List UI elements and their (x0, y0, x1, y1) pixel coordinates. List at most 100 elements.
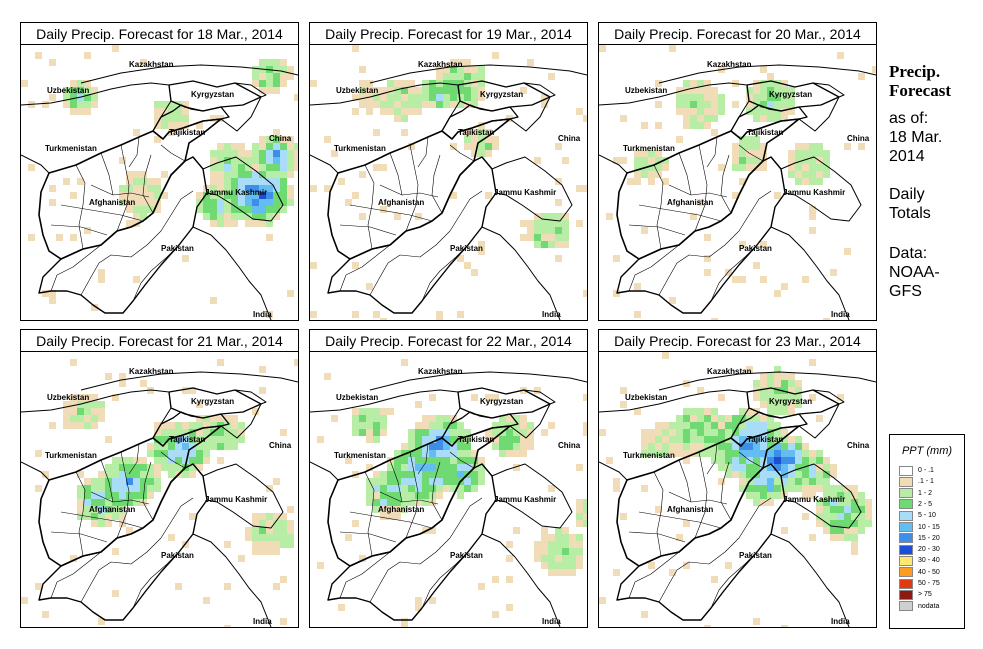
legend-swatch (899, 555, 913, 566)
map-label-china: China (847, 441, 870, 450)
precip-map: Kazakhstan Uzbekistan Kyrgyzstan Tajikistan… (310, 45, 587, 320)
map-label-china: China (269, 134, 292, 143)
sidebar-line: Totals (889, 205, 931, 222)
map-label-turkmenistan: Turkmenistan (334, 451, 386, 460)
legend-swatch (899, 544, 913, 555)
map-label-china: China (558, 134, 581, 143)
borders (599, 64, 876, 320)
legend-label: 30 - 40 (918, 557, 940, 565)
borders (21, 64, 298, 320)
panel-title: Daily Precip. Forecast for 22 Mar., 2014 (310, 330, 587, 352)
legend-label: 40 - 50 (918, 568, 940, 576)
panel-title: Daily Precip. Forecast for 19 Mar., 2014 (310, 23, 587, 45)
map-label-afghanistan: Afghanistan (378, 505, 424, 514)
sidebar-line: 2014 (889, 148, 925, 165)
map-label-afghanistan: Afghanistan (667, 505, 713, 514)
map-label-jammu-kashmir: Jammu Kashmir (494, 188, 556, 197)
legend-swatch (899, 488, 913, 499)
precip-map: Kazakhstan Uzbekistan Kyrgyzstan Tajikistan… (21, 359, 298, 627)
map-label-turkmenistan: Turkmenistan (45, 451, 97, 460)
legend-swatch (899, 465, 913, 476)
map-label-tajikistan: Tajikistan (169, 128, 205, 137)
map-label-india: India (542, 617, 561, 626)
legend-label: 50 - 75 (918, 580, 940, 587)
precip-map: Kazakhstan Uzbekistan Kyrgyzstan Tajikistan… (21, 45, 298, 320)
map-label-afghanistan: Afghanistan (378, 198, 424, 207)
sidebar-title-line: Forecast (889, 81, 951, 100)
map-label-tajikistan: Tajikistan (458, 128, 494, 137)
panel-title: Daily Precip. Forecast for 23 Mar., 2014 (599, 330, 876, 352)
legend-swatch (899, 476, 913, 487)
forecast-panel-18-mar: Daily Precip. Forecast for 18 Mar., 2014… (20, 22, 299, 321)
map-label-tajikistan: Tajikistan (747, 128, 783, 137)
map-label-uzbekistan: Uzbekistan (336, 393, 378, 402)
map-label-uzbekistan: Uzbekistan (625, 86, 667, 95)
legend-row: 1 - 2 (899, 488, 932, 499)
legend-swatch (899, 601, 913, 612)
map-label-turkmenistan: Turkmenistan (334, 144, 386, 153)
panel-title: Daily Precip. Forecast for 18 Mar., 2014 (21, 23, 298, 45)
map-label-india: India (831, 617, 850, 626)
forecast-panel-19-mar: Daily Precip. Forecast for 19 Mar., 2014… (309, 22, 588, 321)
map-label-jammu-kashmir: Jammu Kashmir (205, 495, 267, 504)
map-label-kazakhstan: Kazakhstan (707, 367, 752, 376)
legend-row: 15 - 20 (899, 533, 940, 544)
map-label-kyrgyzstan: Kyrgyzstan (191, 397, 234, 406)
borders (310, 64, 587, 320)
legend-row: nodata (899, 601, 939, 612)
forecast-panel-21-mar: Daily Precip. Forecast for 21 Mar., 2014… (20, 329, 299, 628)
forecast-panel-20-mar: Daily Precip. Forecast for 20 Mar., 2014… (598, 22, 877, 321)
legend-label: 20 - 30 (918, 546, 940, 554)
panel-title: Daily Precip. Forecast for 21 Mar., 2014 (21, 330, 298, 352)
map-label-pakistan: Pakistan (161, 244, 194, 253)
precip-grid (310, 45, 587, 320)
map-label-china: China (847, 134, 870, 143)
legend-row: 0 - .1 (899, 465, 934, 476)
map-label-kazakhstan: Kazakhstan (418, 60, 463, 69)
sidebar-line: Daily (889, 186, 925, 203)
sidebar-title: Precip. Forecast (889, 62, 951, 100)
map-label-turkmenistan: Turkmenistan (623, 451, 675, 460)
map-label-kyrgyzstan: Kyrgyzstan (769, 397, 812, 406)
map-label-jammu-kashmir: Jammu Kashmir (205, 188, 267, 197)
map-label-jammu-kashmir: Jammu Kashmir (494, 495, 556, 504)
map-label-kyrgyzstan: Kyrgyzstan (480, 90, 523, 99)
sidebar-title-line: Precip. (889, 62, 941, 81)
map-label-uzbekistan: Uzbekistan (47, 86, 89, 95)
map-label-pakistan: Pakistan (161, 551, 194, 560)
legend-label: 5 - 10 (918, 512, 936, 520)
map-label-kazakhstan: Kazakhstan (707, 60, 752, 69)
map-label-tajikistan: Tajikistan (458, 435, 494, 444)
legend-row: 20 - 30 (899, 544, 940, 555)
legend-swatch (899, 499, 913, 510)
sidebar-data-source: Data: NOAA- GFS (889, 244, 940, 301)
precip-grid (317, 359, 587, 627)
legend-row: 5 - 10 (899, 510, 936, 521)
map-label-turkmenistan: Turkmenistan (45, 144, 97, 153)
map-label-kyrgyzstan: Kyrgyzstan (769, 90, 812, 99)
legend-swatch (899, 578, 913, 589)
sidebar-line: Data: (889, 245, 928, 262)
legend-label: > 75 (918, 591, 932, 599)
legend-label: 15 - 20 (918, 534, 940, 542)
legend-label: nodata (918, 602, 940, 610)
legend-title: PPT (mm) (901, 445, 953, 457)
map-label-jammu-kashmir: Jammu Kashmir (783, 188, 845, 197)
map-label-turkmenistan: Turkmenistan (623, 144, 675, 153)
map-label-uzbekistan: Uzbekistan (625, 393, 667, 402)
map-label-kazakhstan: Kazakhstan (129, 367, 174, 376)
legend-row: 40 - 50 (899, 567, 940, 578)
map-label-china: China (269, 441, 292, 450)
legend-row: .1 - 1 (899, 476, 934, 487)
forecast-panel-22-mar: Daily Precip. Forecast for 22 Mar., 2014… (309, 329, 588, 628)
sidebar-line: 18 Mar. (889, 129, 943, 146)
precip-legend: PPT (mm) 0 - .1 .1 - 1 1 - 2 2 - 5 5 - 10 10 … (889, 434, 965, 629)
map-label-china: China (558, 441, 581, 450)
map-label-india: India (542, 310, 561, 319)
map-label-india: India (253, 310, 272, 319)
map-label-jammu-kashmir: Jammu Kashmir (783, 495, 845, 504)
forecast-panel-23-mar: Daily Precip. Forecast for 23 Mar., 2014… (598, 329, 877, 628)
map-label-kazakhstan: Kazakhstan (418, 367, 463, 376)
map-label-india: India (831, 310, 850, 319)
map-label-tajikistan: Tajikistan (747, 435, 783, 444)
